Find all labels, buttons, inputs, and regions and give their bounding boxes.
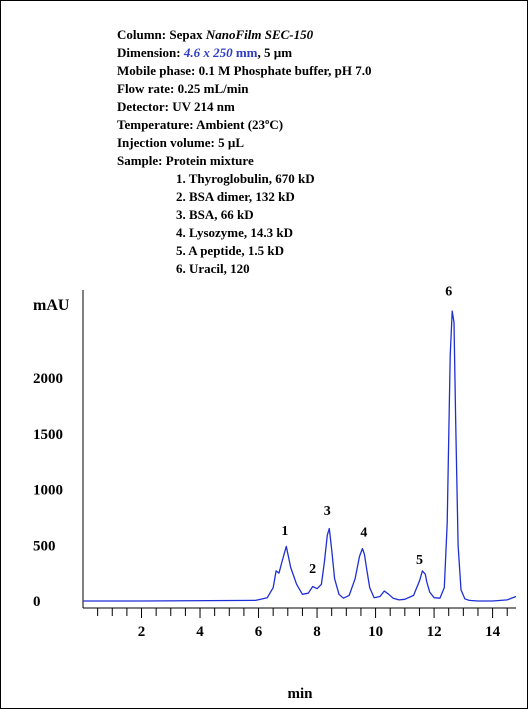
chromatogram-trace [83,310,517,602]
y-tick-label: 500 [33,538,56,554]
detector: Detector: UV 214 nm [117,99,235,114]
trace-group [83,310,517,602]
sample-item-2: 2. BSA dimer, 132 kD [176,189,295,204]
column-label: Column: Sepax [117,27,203,42]
x-tick-label: 4 [196,624,204,640]
peak-label-2: 2 [309,562,316,577]
y-tick-label: 2000 [33,371,63,387]
dimension-particle: , 5 µm [257,45,293,60]
x-tick-label: 2 [138,624,146,640]
x-tick-label: 8 [313,624,321,640]
sample-item-1: 1. Thyroglobulin, 670 kD [176,171,315,186]
sample-item-6: 6. Uracil, 120 [176,261,250,276]
peak-label-5: 5 [416,553,423,568]
y-axis-label: mAU [33,297,70,314]
injection-volume: Injection volume: 5 µL [117,135,245,150]
mobile-phase: Mobile phase: 0.1 M Phosphate buffer, pH… [117,63,372,78]
peak-label-3: 3 [324,504,331,519]
sample: Sample: Protein mixture [117,153,254,168]
sample-item-4: 4. Lysozyme, 14.3 kD [176,225,293,240]
dimension-unit: mm [235,45,258,60]
flow-rate: Flow rate: 0.25 mL/min [117,81,249,96]
peak-label-4: 4 [360,525,367,540]
dimension-value: 4.6 x 250 [183,45,233,60]
sample-item-5: 5. A peptide, 1.5 kD [176,243,284,258]
dimension-line: Dimension: 4.6 x 250 mm, 5 µm [117,44,371,62]
column-name: NanoFilm SEC-150 [205,27,314,42]
temperature: Temperature: Ambient (23ºC) [117,117,284,132]
x-tick-label: 10 [368,624,383,640]
peak-label-6: 6 [445,284,452,299]
x-axis-label: min [287,686,313,702]
dimension-label: Dimension: [117,45,181,60]
column-line: Column: Sepax NanoFilm SEC-150 [117,26,371,44]
y-tick-label: 1000 [33,483,63,499]
sample-item-3: 3. BSA, 66 kD [176,207,254,222]
x-tick-label: 14 [485,624,501,640]
y-tick-label: 0 [33,594,41,610]
method-info: Column: Sepax NanoFilm SEC-150 Dimension… [117,26,371,278]
x-tick-label: 12 [427,624,442,640]
peak-label-1: 1 [281,524,288,539]
peak-labels: 1 2 3 4 5 6 [281,284,452,577]
y-tick-label: 1500 [33,427,63,443]
x-tick-label: 6 [255,624,263,640]
